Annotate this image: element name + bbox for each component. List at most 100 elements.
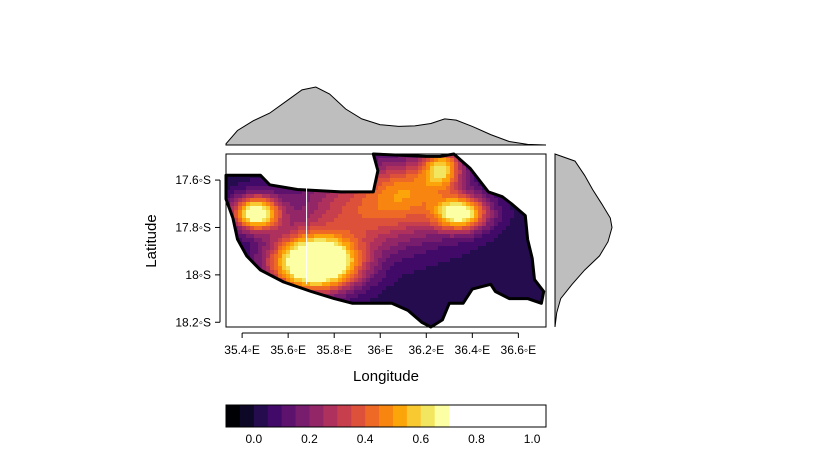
heat-cell: [242, 294, 247, 299]
heat-cell: [262, 246, 267, 251]
heat-cell: [514, 282, 519, 287]
heat-cell: [410, 278, 415, 283]
heat-cell: [366, 286, 371, 291]
heat-cell: [498, 166, 503, 171]
heat-cell: [350, 206, 355, 211]
heat-cell: [330, 154, 335, 159]
heat-cell: [426, 222, 431, 227]
heat-cell: [226, 242, 231, 247]
heat-cell: [482, 242, 487, 247]
right-marginal-density: [554, 153, 613, 328]
heat-cell: [350, 226, 355, 231]
heat-cell: [310, 198, 315, 203]
heat-cell: [394, 218, 399, 223]
heat-cell: [498, 218, 503, 223]
heat-cell: [266, 162, 271, 167]
heat-cell: [418, 310, 423, 315]
heat-cell: [398, 290, 403, 295]
heat-cell: [318, 302, 323, 307]
heat-cell: [314, 158, 319, 163]
heat-cell: [306, 182, 311, 187]
heat-cell: [302, 234, 307, 239]
heat-cell: [510, 226, 515, 231]
heat-cell: [262, 250, 267, 255]
heat-cell: [430, 318, 435, 323]
heat-cell: [386, 294, 391, 299]
heat-cell: [290, 226, 295, 231]
heat-cell: [486, 314, 491, 319]
heat-cell: [490, 210, 495, 215]
heat-cell: [506, 210, 511, 215]
heat-cell: [502, 266, 507, 271]
heat-cell: [370, 162, 375, 167]
heat-cell: [254, 222, 259, 227]
heat-cell: [398, 286, 403, 291]
heat-cell: [514, 294, 519, 299]
heat-cell: [482, 250, 487, 255]
heat-cell: [502, 298, 507, 303]
heat-cell: [434, 190, 439, 195]
heat-cell: [510, 318, 515, 323]
heat-cell: [406, 206, 411, 211]
heat-cell: [338, 214, 343, 219]
heat-cell: [346, 186, 351, 191]
heat-cell: [538, 294, 543, 299]
heat-cell: [278, 318, 283, 323]
heat-cell: [510, 270, 515, 275]
heat-cell: [338, 322, 343, 327]
heat-cell: [390, 274, 395, 279]
heat-cell: [306, 210, 311, 215]
heat-cell: [266, 250, 271, 255]
heat-cell: [426, 182, 431, 187]
heat-cell: [298, 226, 303, 231]
heat-cell: [230, 230, 235, 235]
heat-cell: [518, 274, 523, 279]
heat-cell: [390, 174, 395, 179]
heat-cell: [506, 218, 511, 223]
heat-cell: [374, 266, 379, 271]
heat-cell: [350, 238, 355, 243]
heat-cell: [342, 214, 347, 219]
heat-cell: [338, 186, 343, 191]
heat-cell: [326, 302, 331, 307]
heat-cell: [398, 238, 403, 243]
heat-cell: [402, 266, 407, 271]
heat-cell: [250, 306, 255, 311]
heat-cell: [466, 238, 471, 243]
heat-cell: [250, 198, 255, 203]
heat-cell: [518, 198, 523, 203]
heat-cell: [418, 246, 423, 251]
heat-cell: [474, 294, 479, 299]
heat-cell: [494, 246, 499, 251]
heat-cell: [366, 270, 371, 275]
heat-cell: [494, 210, 499, 215]
heat-cell: [370, 298, 375, 303]
heat-cell: [246, 206, 251, 211]
heat-cell: [294, 294, 299, 299]
heat-cell: [342, 306, 347, 311]
heat-cell: [454, 278, 459, 283]
heat-cell: [498, 182, 503, 187]
heat-cell: [242, 154, 247, 159]
heat-cell: [446, 278, 451, 283]
heat-cell: [486, 166, 491, 171]
heat-cell: [290, 206, 295, 211]
heat-cell: [226, 314, 231, 319]
heat-cell: [538, 198, 543, 203]
heat-cell: [242, 274, 247, 279]
heat-cell: [278, 166, 283, 171]
heat-cell: [258, 262, 263, 267]
heat-cell: [494, 222, 499, 227]
heat-cell: [430, 266, 435, 271]
heat-cell: [234, 182, 239, 187]
heat-cell: [342, 278, 347, 283]
heat-cell: [366, 186, 371, 191]
heat-cell: [362, 170, 367, 175]
heat-cell: [278, 270, 283, 275]
heat-cell: [262, 306, 267, 311]
heat-cell: [270, 258, 275, 263]
heat-cell: [414, 322, 419, 327]
heat-cell: [270, 178, 275, 183]
heat-cell: [334, 322, 339, 327]
heat-cell: [414, 218, 419, 223]
